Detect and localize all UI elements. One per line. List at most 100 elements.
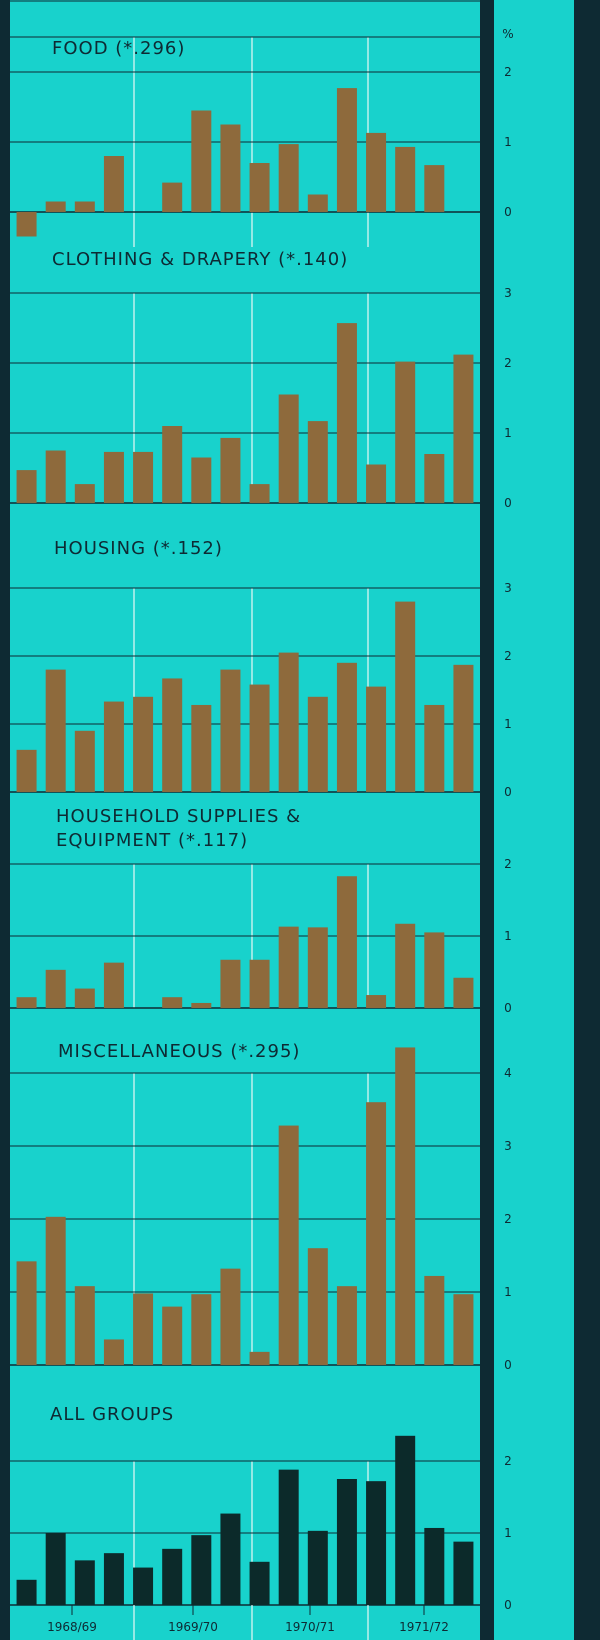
bar xyxy=(191,1002,212,1008)
bar xyxy=(395,923,416,1008)
bar xyxy=(424,165,445,212)
y-tick-label: 2 xyxy=(504,65,512,79)
bar xyxy=(162,182,183,212)
x-tick-label: 1970/71 xyxy=(285,1620,335,1634)
far-right-border xyxy=(574,0,600,1640)
panel-3: 0 1 2 3 HOUSING (*.152) xyxy=(10,538,512,799)
bar xyxy=(395,1435,416,1605)
bar xyxy=(103,701,124,792)
panel-title: HOUSEHOLD SUPPLIES & xyxy=(56,806,301,827)
panel-5: 0 1 2 3 4 MISCELLANEOUS (*.295) xyxy=(10,1041,512,1372)
bar xyxy=(366,1102,387,1365)
bar xyxy=(162,426,183,503)
bar xyxy=(220,1513,241,1605)
y-tick-label: 2 xyxy=(504,1212,512,1226)
bar xyxy=(307,194,328,212)
bar xyxy=(16,1261,37,1365)
bar xyxy=(191,457,212,503)
bar xyxy=(162,997,183,1008)
bar xyxy=(220,437,241,503)
bar xyxy=(133,1567,154,1605)
bar xyxy=(45,969,66,1008)
bar xyxy=(395,1047,416,1365)
bar xyxy=(278,652,299,792)
panel-title: HOUSING (*.152) xyxy=(54,538,223,559)
bar xyxy=(424,704,445,792)
unit-label: % xyxy=(502,27,513,41)
panel-title: MISCELLANEOUS (*.295) xyxy=(58,1041,300,1062)
panel-1: 0 1 2% FOOD (*.296) xyxy=(10,27,514,247)
bar xyxy=(16,470,37,503)
bar xyxy=(336,662,357,792)
bar xyxy=(16,212,37,237)
bar xyxy=(395,146,416,212)
y-tick-label: 0 xyxy=(504,1358,512,1372)
bar xyxy=(74,201,95,212)
y-tick-label: 4 xyxy=(504,1066,512,1080)
bar xyxy=(103,962,124,1008)
bar xyxy=(336,876,357,1008)
bar xyxy=(45,201,66,212)
bar xyxy=(278,144,299,212)
bar xyxy=(307,1530,328,1605)
bar xyxy=(191,704,212,792)
panel-2: 0 1 2 3 CLOTHING & DRAPERY (*.140) xyxy=(10,249,512,510)
bar xyxy=(453,1541,474,1605)
bar xyxy=(133,451,154,503)
bar xyxy=(336,88,357,212)
bar xyxy=(162,1306,183,1365)
x-tick-label: 1971/72 xyxy=(399,1620,449,1634)
bar xyxy=(191,1535,212,1605)
bar xyxy=(366,464,387,503)
bar xyxy=(220,124,241,212)
bar xyxy=(133,696,154,792)
bar xyxy=(278,394,299,503)
right-frame-bar xyxy=(480,0,494,1640)
bar xyxy=(395,601,416,792)
bar xyxy=(45,1533,66,1605)
y-tick-label: 0 xyxy=(504,496,512,510)
bar xyxy=(249,484,270,503)
bar xyxy=(74,1286,95,1365)
bar xyxy=(191,110,212,212)
y-tick-label: 1 xyxy=(504,1285,512,1299)
bar xyxy=(45,450,66,503)
y-tick-label: 1 xyxy=(504,135,512,149)
bar xyxy=(336,323,357,503)
x-tick-label: 1969/70 xyxy=(168,1620,218,1634)
bar xyxy=(366,995,387,1008)
bar xyxy=(424,932,445,1008)
bar xyxy=(249,1561,270,1605)
y-tick-label: 0 xyxy=(504,1001,512,1015)
y-tick-label: 3 xyxy=(504,581,512,595)
bar xyxy=(249,959,270,1008)
bar xyxy=(307,696,328,792)
bar xyxy=(366,686,387,792)
bar xyxy=(336,1479,357,1605)
bar xyxy=(191,1294,212,1365)
bar xyxy=(103,1553,124,1605)
left-border xyxy=(0,0,10,1640)
bar xyxy=(249,163,270,212)
bar xyxy=(307,927,328,1008)
bar xyxy=(103,1339,124,1365)
bar xyxy=(278,1125,299,1365)
bar xyxy=(103,156,124,212)
bar xyxy=(162,678,183,792)
y-tick-label: 0 xyxy=(504,1598,512,1612)
panel-title: EQUIPMENT (*.117) xyxy=(56,830,248,851)
bar xyxy=(366,132,387,212)
bar xyxy=(278,1469,299,1605)
bar xyxy=(278,926,299,1008)
y-tick-label: 3 xyxy=(504,286,512,300)
y-tick-label: 2 xyxy=(504,857,512,871)
panel-title: ALL GROUPS xyxy=(50,1404,174,1425)
bar xyxy=(424,454,445,503)
panel-title: FOOD (*.296) xyxy=(52,38,185,59)
bar xyxy=(103,451,124,503)
bar xyxy=(74,988,95,1008)
bar xyxy=(395,361,416,503)
bar xyxy=(307,1248,328,1365)
y-tick-label: 2 xyxy=(504,649,512,663)
